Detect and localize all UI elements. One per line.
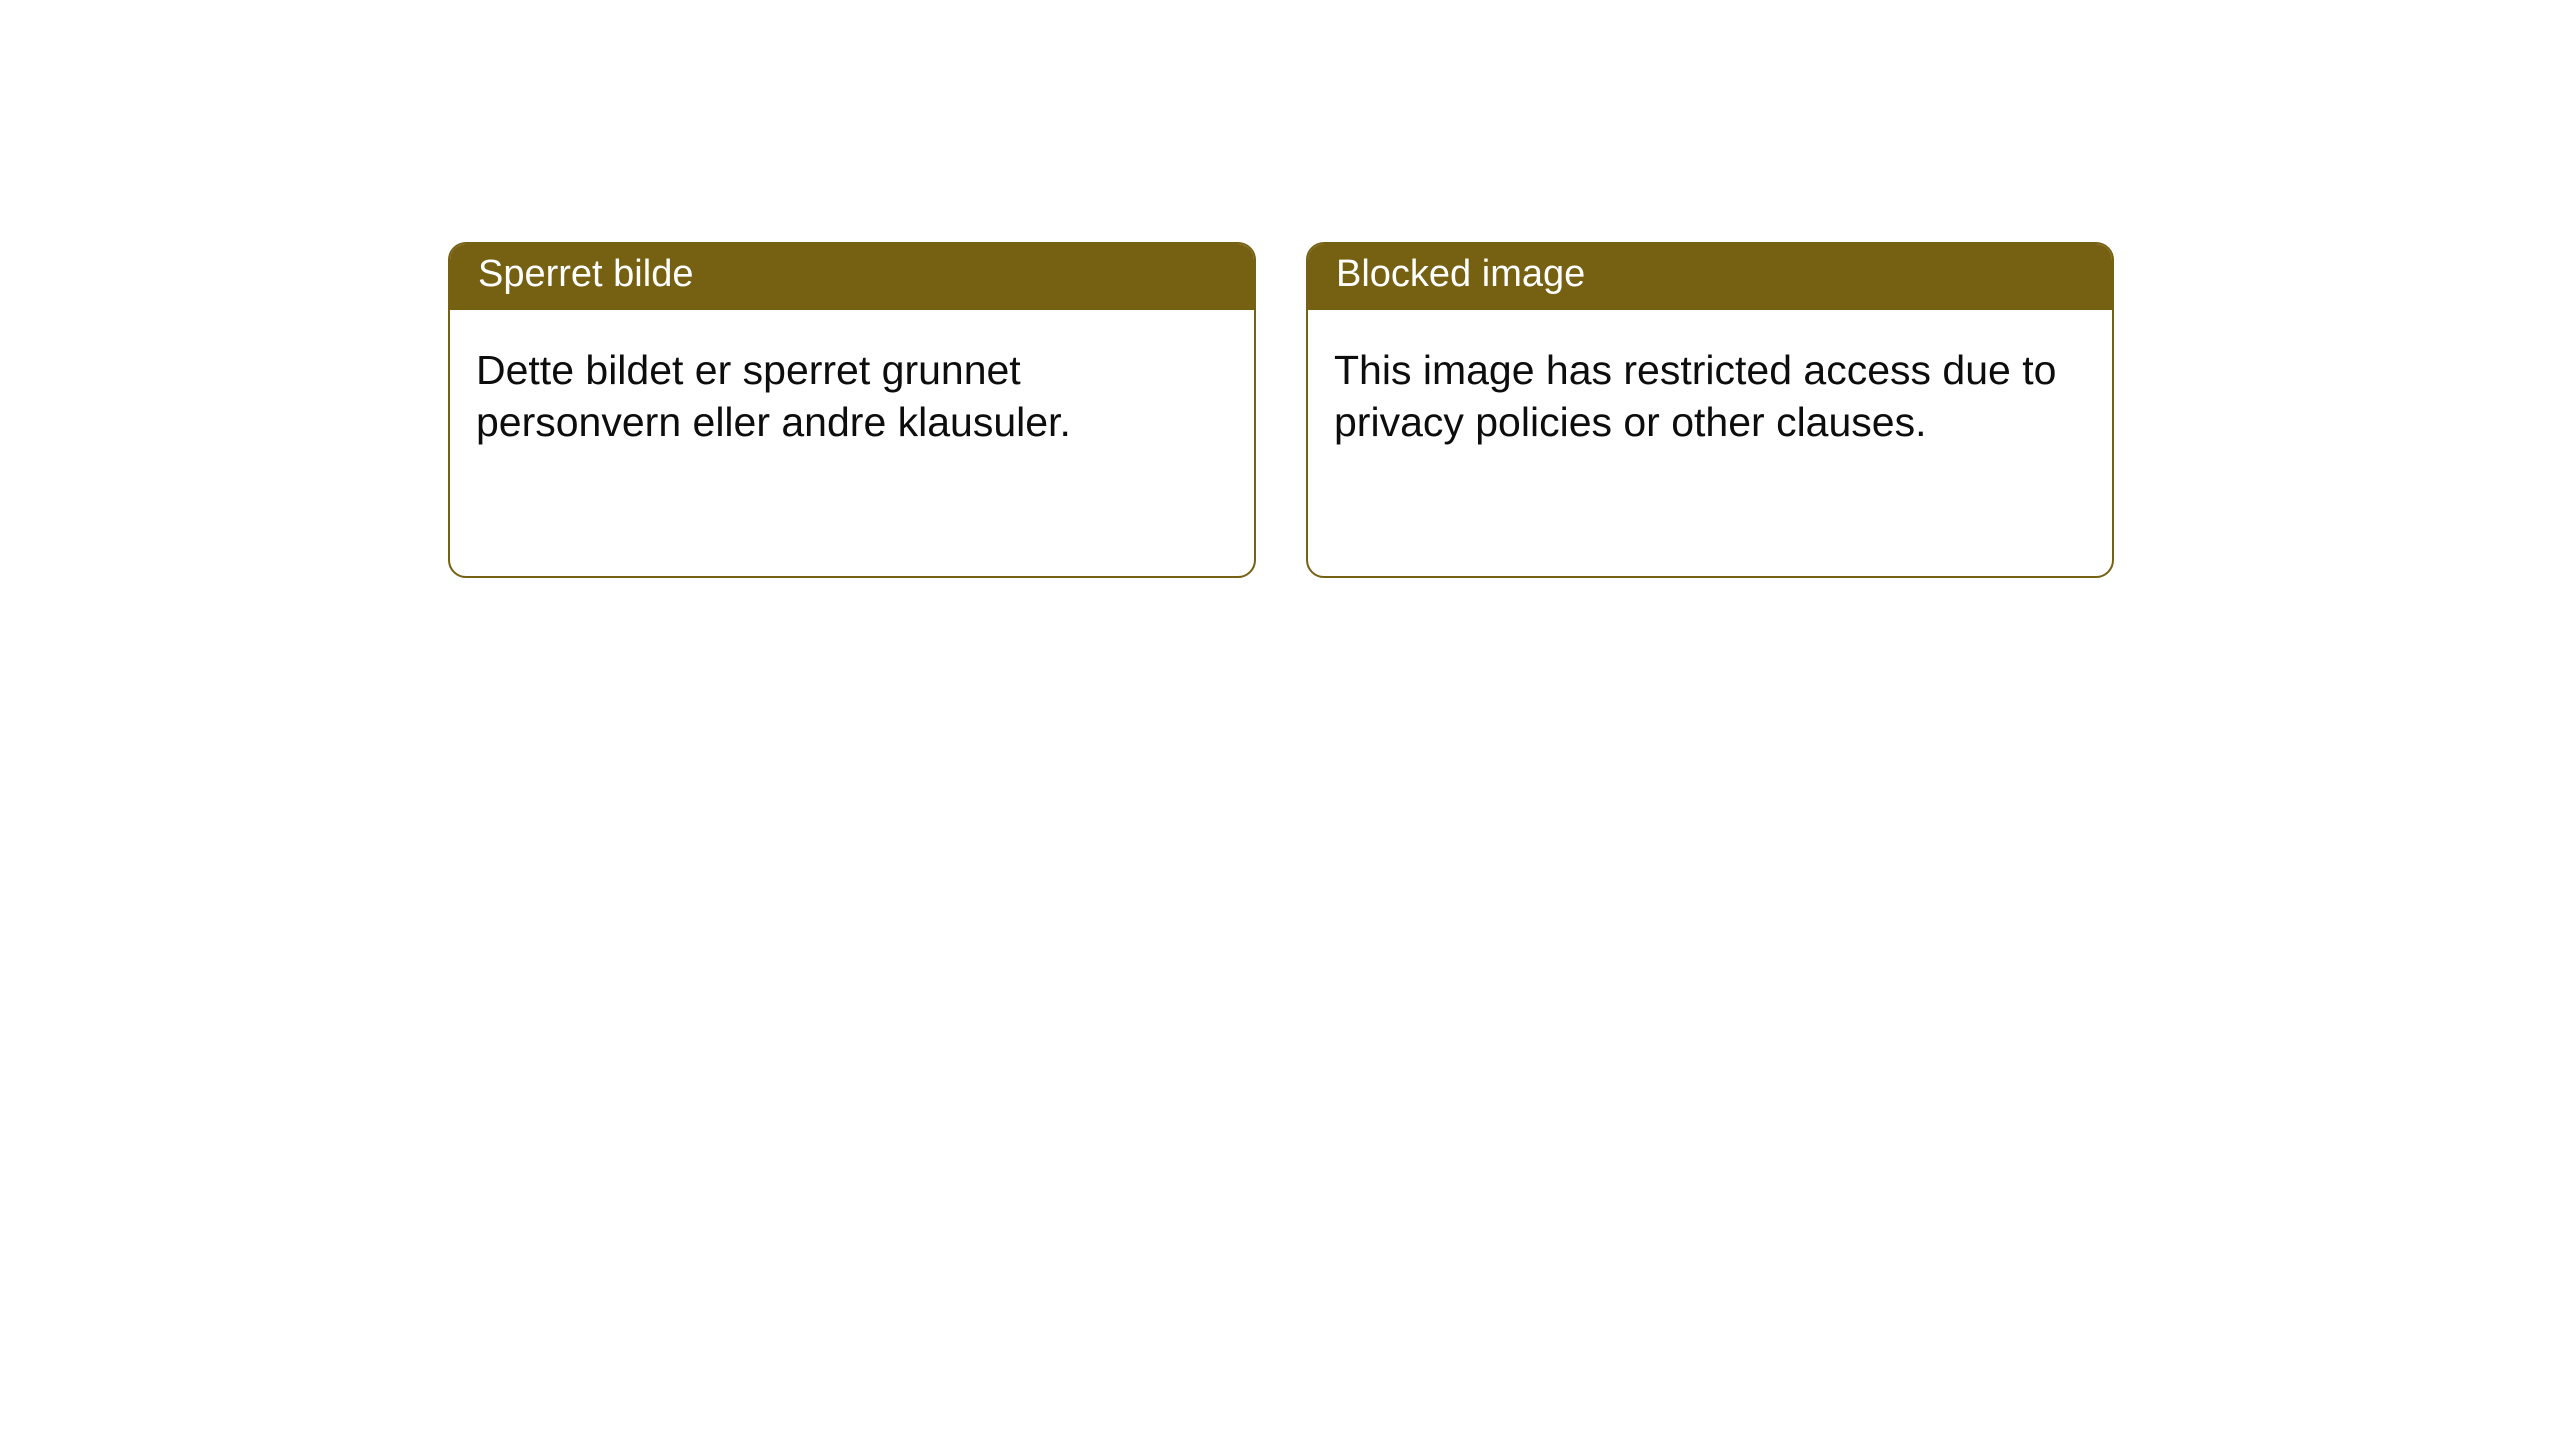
blocked-image-card-en: Blocked image This image has restricted … <box>1306 242 2114 578</box>
card-header: Sperret bilde <box>450 244 1254 310</box>
card-header: Blocked image <box>1308 244 2112 310</box>
card-body: Dette bildet er sperret grunnet personve… <box>450 310 1254 469</box>
card-title: Blocked image <box>1336 253 1585 295</box>
card-title: Sperret bilde <box>478 253 693 295</box>
card-body-text: Dette bildet er sperret grunnet personve… <box>476 347 1071 445</box>
card-body-text: This image has restricted access due to … <box>1334 347 2056 445</box>
card-body: This image has restricted access due to … <box>1308 310 2112 469</box>
notice-cards-container: Sperret bilde Dette bildet er sperret gr… <box>0 0 2560 578</box>
blocked-image-card-no: Sperret bilde Dette bildet er sperret gr… <box>448 242 1256 578</box>
